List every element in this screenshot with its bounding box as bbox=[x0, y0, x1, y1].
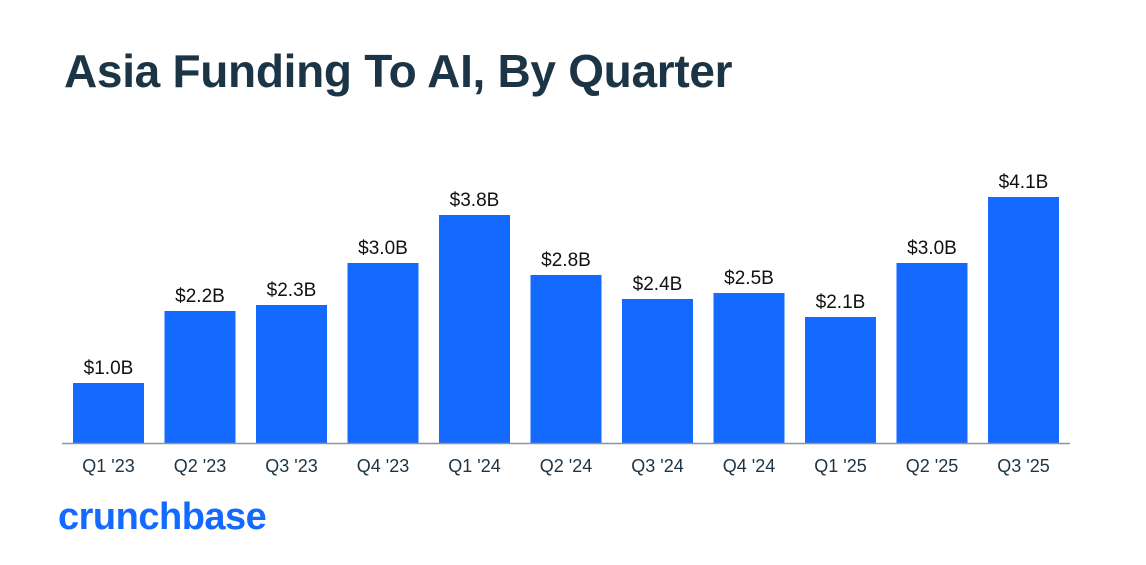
data-label: $3.0B bbox=[907, 238, 957, 259]
bar bbox=[988, 197, 1059, 443]
x-tick-label: Q3 '25 bbox=[997, 456, 1049, 476]
bar bbox=[256, 305, 327, 443]
bar bbox=[347, 263, 419, 443]
x-tick-label: Q4 '23 bbox=[357, 456, 409, 476]
chart-title: Asia Funding To AI, By Quarter bbox=[64, 45, 733, 97]
crunchbase-logo: crunchbase bbox=[58, 496, 267, 538]
x-tick-label: Q4 '24 bbox=[723, 456, 775, 476]
data-label: $3.0B bbox=[358, 238, 408, 259]
x-tick-label: Q1 '25 bbox=[814, 456, 866, 476]
bar bbox=[73, 383, 144, 443]
bar bbox=[805, 317, 876, 443]
data-label: $2.8B bbox=[541, 250, 591, 271]
x-tick-label: Q3 '24 bbox=[631, 456, 683, 476]
data-label: $2.2B bbox=[175, 286, 225, 307]
x-tick-label: Q3 '23 bbox=[265, 456, 317, 476]
bar bbox=[530, 275, 602, 443]
data-label: $1.0B bbox=[84, 358, 134, 379]
bar bbox=[439, 215, 510, 443]
bar bbox=[896, 263, 968, 443]
data-label: $3.8B bbox=[450, 190, 500, 211]
x-tick-label: Q2 '23 bbox=[174, 456, 226, 476]
bar bbox=[713, 293, 785, 443]
data-label: $2.4B bbox=[633, 274, 683, 295]
data-label: $4.1B bbox=[999, 172, 1049, 193]
data-label: $2.3B bbox=[267, 280, 317, 301]
bar bbox=[622, 299, 693, 443]
data-label: $2.1B bbox=[816, 292, 866, 313]
x-tick-label: Q2 '24 bbox=[540, 456, 592, 476]
bar bbox=[164, 311, 236, 443]
data-label: $2.5B bbox=[724, 268, 774, 289]
x-tick-label: Q1 '24 bbox=[448, 456, 500, 476]
x-tick-label: Q1 '23 bbox=[82, 456, 134, 476]
x-tick-label: Q2 '25 bbox=[906, 456, 958, 476]
